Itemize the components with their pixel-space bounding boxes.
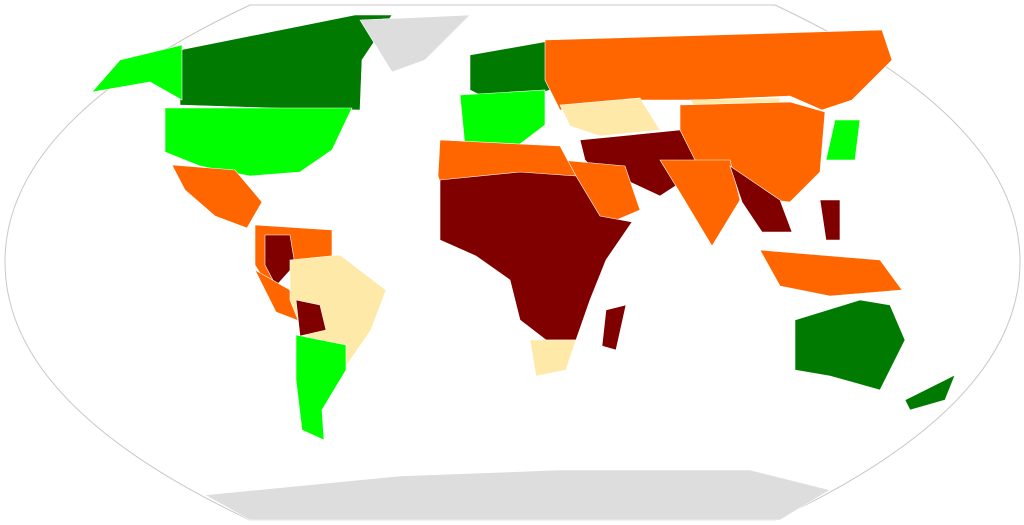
argentina-chile	[295, 334, 347, 441]
southeast-asia	[729, 165, 793, 233]
antarctica	[204, 469, 831, 521]
western-europe	[459, 89, 546, 151]
india	[659, 159, 741, 247]
australia	[794, 299, 906, 391]
greenland	[359, 14, 471, 73]
central-africa	[439, 171, 633, 341]
south-africa	[529, 339, 577, 377]
bolivia	[295, 299, 327, 337]
united-states	[164, 107, 353, 177]
colombia	[264, 234, 296, 287]
madagascar	[601, 304, 627, 351]
mexico	[171, 164, 263, 229]
japan	[825, 119, 861, 161]
kazakhstan	[559, 97, 661, 137]
canada	[179, 14, 393, 111]
indonesia	[759, 249, 903, 297]
regions	[91, 14, 956, 521]
new-zealand	[904, 374, 956, 411]
russia	[544, 29, 893, 111]
alaska	[91, 44, 183, 101]
philippines	[819, 199, 841, 241]
